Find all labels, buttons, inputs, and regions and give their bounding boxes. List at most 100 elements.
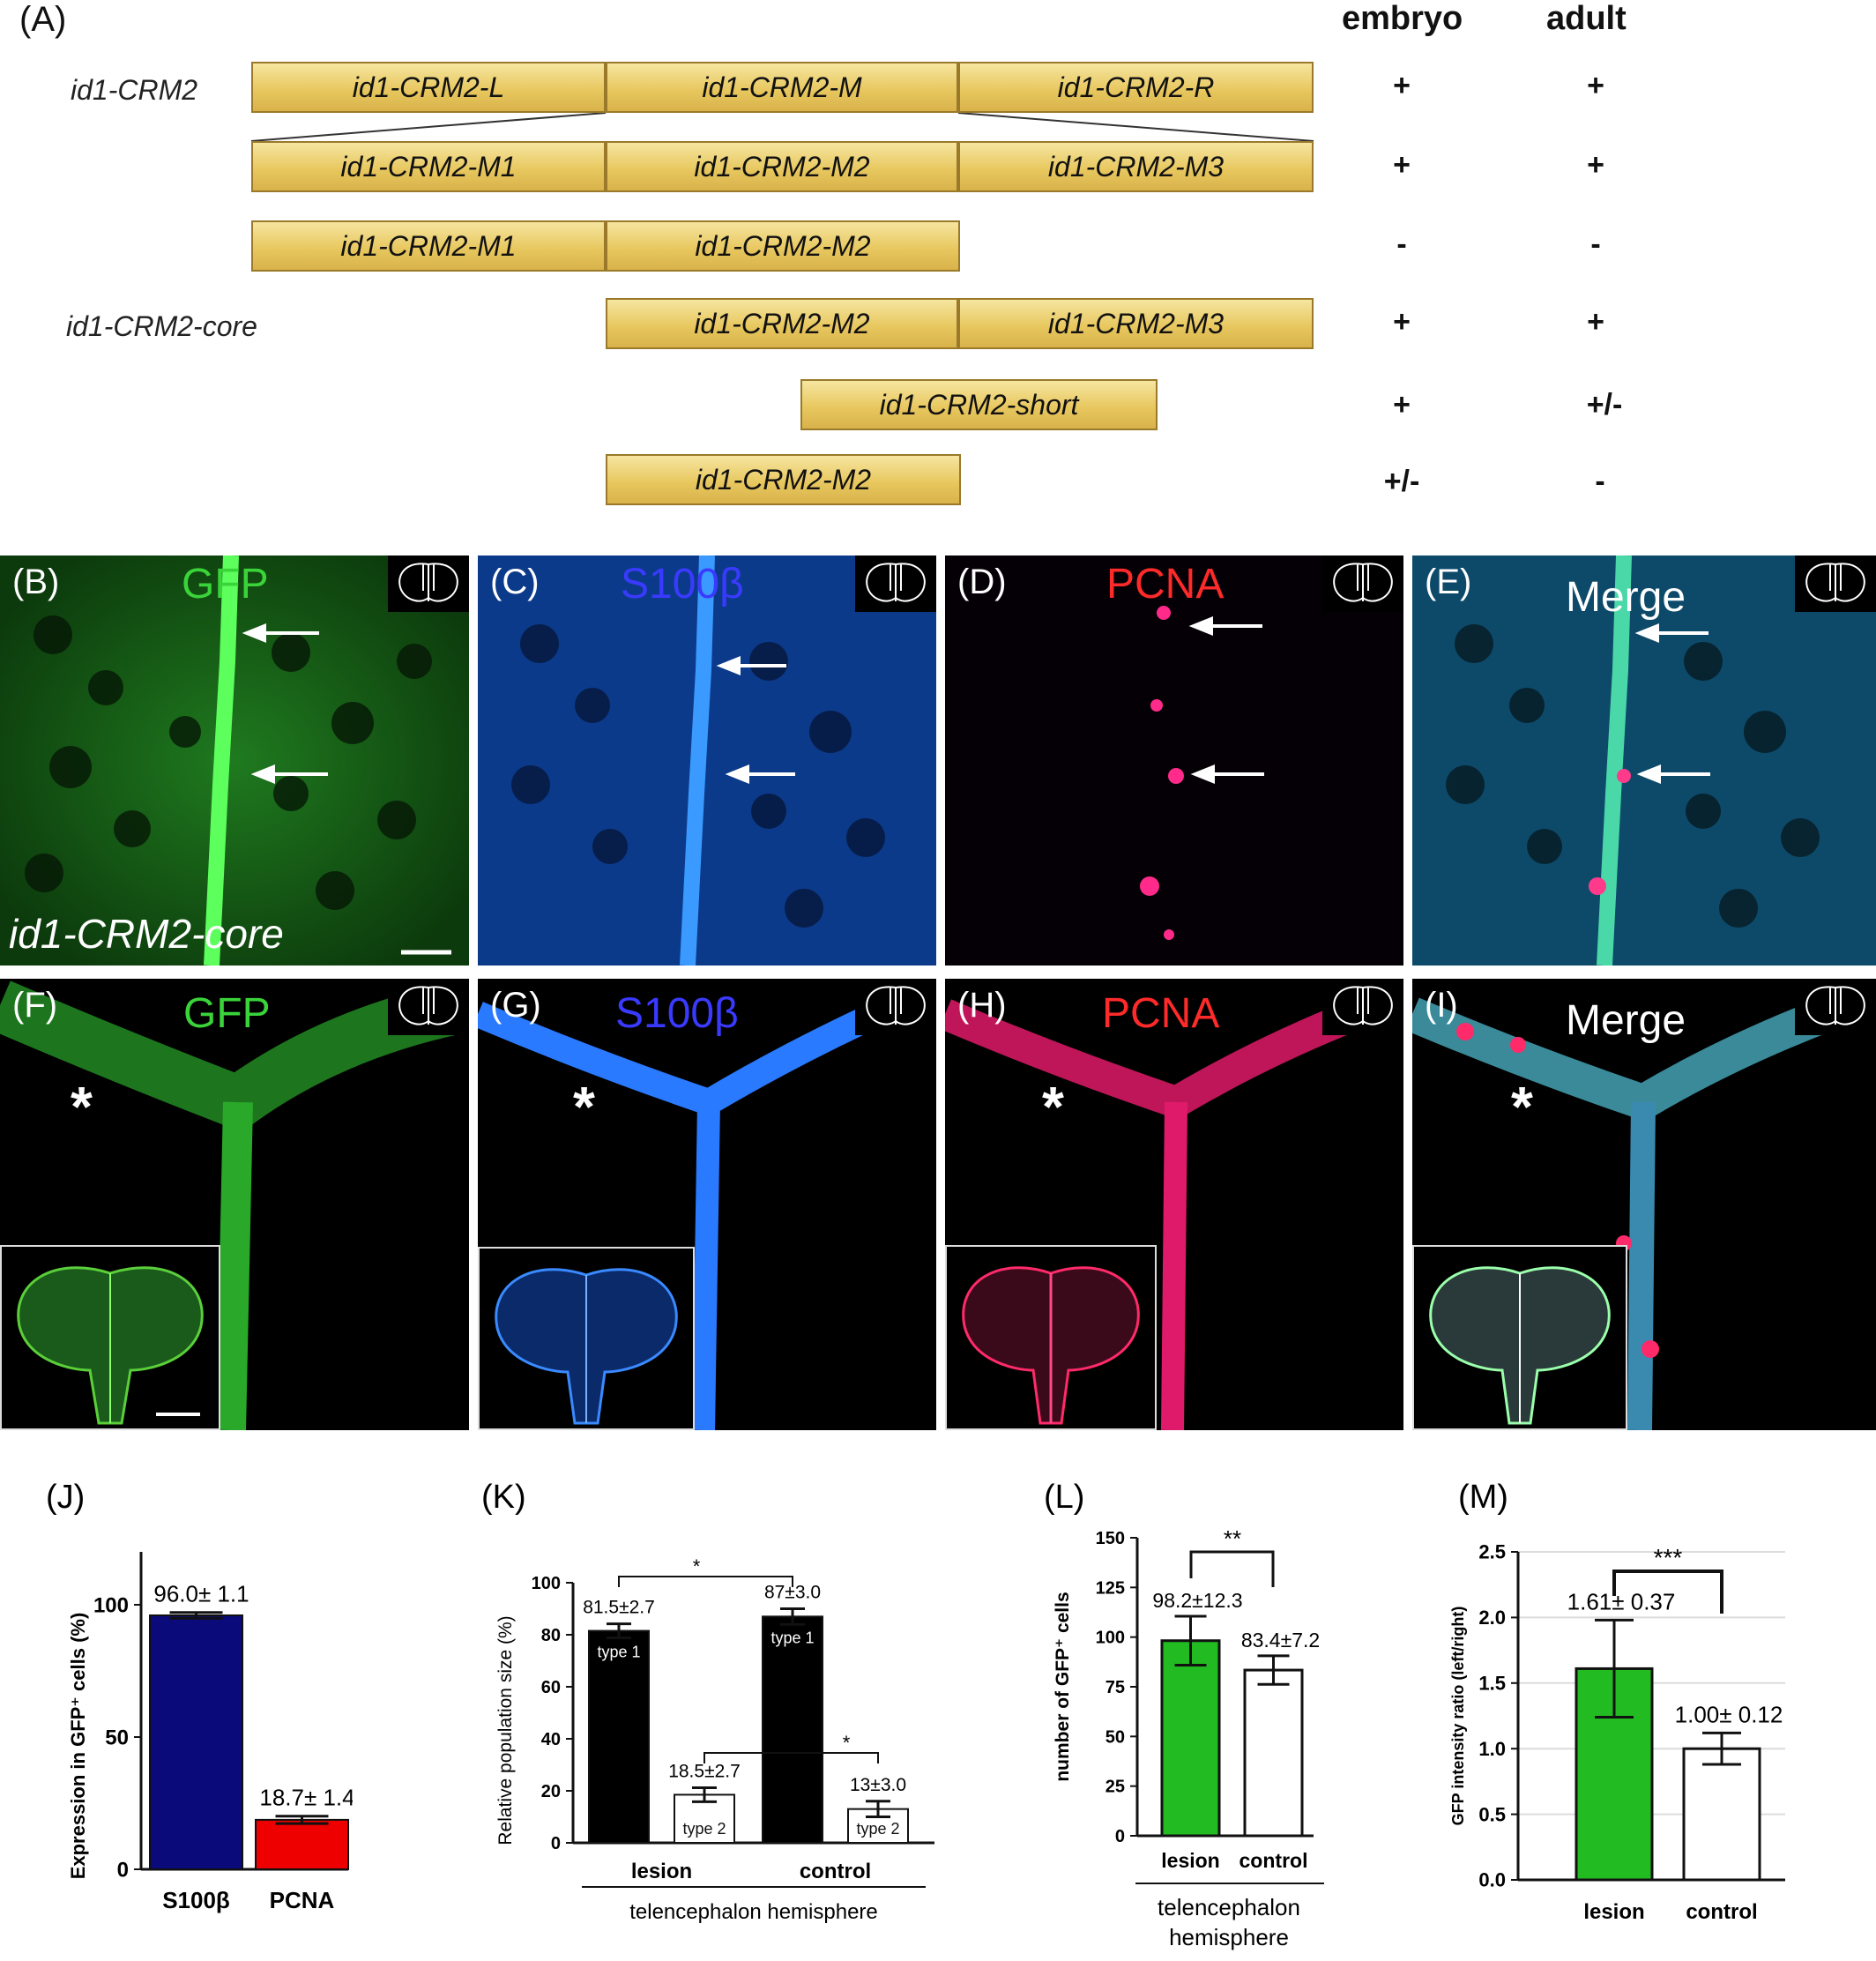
- row6-adult-mark: -: [1595, 465, 1605, 498]
- chart-k-series-label: type 1: [597, 1644, 640, 1661]
- lesion-asterisk: *: [573, 1075, 595, 1138]
- brain-section-icon: [388, 555, 469, 612]
- chart-k-series-label: type 1: [770, 1629, 814, 1646]
- chart-m-bar: [1682, 1747, 1761, 1882]
- chart-k-value-label: 81.5±2.7: [583, 1598, 655, 1618]
- brain-inset-gfp: [0, 1245, 220, 1430]
- chart-l-y-tick-label: 50: [1106, 1727, 1125, 1747]
- chart-m-sig-mark: ***: [1654, 1544, 1683, 1571]
- lesion-asterisk: *: [1042, 1075, 1064, 1138]
- brain-section-icon: [1795, 979, 1876, 1035]
- chart-k-y-tick-label: 80: [541, 1626, 561, 1645]
- brain-section-icon: [1322, 979, 1403, 1035]
- chart-l-svg: (L) number of GFP⁺ cells 0 25 50 75 100 125 150 9…: [1044, 1479, 1324, 1950]
- chart-l-xlabel-line1: telencephalon: [1158, 1894, 1300, 1920]
- chart-m-sig-bracket: [1612, 1570, 1723, 1614]
- chart-k-group-label: lesion: [631, 1860, 692, 1883]
- chart-l-category-label: control: [1240, 1849, 1308, 1872]
- chart-l-ylabel: number of GFP⁺ cells: [1053, 1592, 1073, 1781]
- brain-inset-merge: [1412, 1245, 1627, 1430]
- segment-crm2-r: id1-CRM2-R: [958, 62, 1314, 113]
- gfp-channel-label: GFP: [183, 990, 271, 1037]
- chart-m-y-tick-label: 2.0: [1478, 1607, 1506, 1629]
- chart-j-ylabel: Expression in GFP⁺ cells (%): [67, 1613, 89, 1880]
- chart-l-y-tick-label: 150: [1096, 1529, 1125, 1548]
- brain-section-icon: [855, 979, 936, 1035]
- chart-k-series-label: type 2: [682, 1820, 726, 1838]
- chart-k-y-tick-label: 0: [551, 1834, 561, 1853]
- chart-m-value-label: 1.00± 0.12: [1675, 1701, 1783, 1727]
- chart-k-y-tick-label: 40: [541, 1730, 561, 1749]
- chart-l-bar: [1160, 1639, 1221, 1838]
- chart-k-value-label: 87±3.0: [764, 1583, 821, 1603]
- segment-crm2-l: id1-CRM2-L: [251, 62, 606, 113]
- chart-l-y-tick-label: 125: [1096, 1578, 1125, 1598]
- panel-m-label: (M): [1458, 1479, 1508, 1516]
- pcna-channel-label: PCNA: [1106, 561, 1225, 608]
- pcna-channel-label: PCNA: [1102, 990, 1220, 1037]
- merge-channel-label: Merge: [1566, 574, 1686, 621]
- segment-crm2-short: id1-CRM2-short: [800, 379, 1158, 430]
- chart-k-ylabel: Relative population size (%): [495, 1615, 516, 1845]
- row-label-crm2: id1-CRM2: [71, 74, 198, 106]
- micrograph-b-image: [0, 555, 469, 966]
- micrograph-e-image: [1412, 555, 1876, 966]
- chart-l-xlabel-line2: hemisphere: [1169, 1924, 1289, 1950]
- chart-k: (K) Relative population size (%) 0 20 40 60 80…: [476, 1464, 952, 1957]
- micrograph-d-pcna: (D) PCNA: [945, 555, 1403, 966]
- chart-j-category-label: S100β: [162, 1887, 230, 1913]
- panel-d-label: (D): [957, 563, 1007, 601]
- chart-l-sig-bracket: [1189, 1550, 1275, 1587]
- chart-k-sig-mark: *: [843, 1732, 851, 1754]
- chart-j-category-label: PCNA: [270, 1887, 335, 1913]
- brain-section-icon: [1322, 555, 1403, 612]
- panel-h-label: (H): [957, 986, 1007, 1025]
- chart-j-bar: [149, 1614, 243, 1870]
- chart-j-value-label: 96.0± 1.1: [153, 1581, 249, 1607]
- chart-k-sig-bracket: [618, 1576, 793, 1587]
- chart-j-y-tick-label: 50: [105, 1726, 129, 1749]
- panel-a-label: (A): [19, 0, 67, 39]
- brain-section-icon: [388, 979, 469, 1035]
- micrograph-c-image: [478, 555, 936, 966]
- segment-crm2-m: id1-CRM2-M: [606, 62, 958, 113]
- chart-m-y-tick-label: 1.5: [1478, 1673, 1506, 1695]
- chart-l-y-tick-label: 25: [1106, 1778, 1125, 1797]
- segment-crm2-m3: id1-CRM2-M3: [958, 141, 1314, 192]
- chart-k-y-tick-label: 20: [541, 1782, 561, 1801]
- panel-l-label: (L): [1044, 1479, 1084, 1516]
- panel-g-label: (G): [490, 986, 541, 1025]
- chart-j-svg: (J) Expression in GFP⁺ cells (%) 0 50 100 96.…: [46, 1479, 355, 1913]
- row5-embryo-mark: +: [1393, 388, 1411, 421]
- construct-label: id1-CRM2-core: [9, 911, 284, 957]
- segment-crm2-m2: id1-CRM2-M2: [606, 298, 958, 349]
- panel-e-label: (E): [1425, 563, 1472, 601]
- micrograph-f-gfp: (F) GFP *: [0, 979, 469, 1430]
- chart-k-value-label: 18.5±2.7: [668, 1761, 741, 1781]
- panel-i-label: (I): [1425, 986, 1458, 1025]
- chart-l-sig-mark: **: [1224, 1525, 1241, 1552]
- chart-j: (J) Expression in GFP⁺ cells (%) 0 50 100 96.…: [0, 1464, 355, 1957]
- panel-k-label: (K): [481, 1479, 526, 1516]
- brain-inset-pcna: [945, 1245, 1157, 1430]
- chart-k-svg: (K) Relative population size (%) 0 20 40 60 80…: [481, 1479, 934, 1924]
- segment-crm2-m2: id1-CRM2-M2: [606, 220, 960, 272]
- chart-k-series-label: type 2: [856, 1820, 899, 1838]
- segment-crm2-m1: id1-CRM2-M1: [251, 141, 606, 192]
- adult-header: adult: [1546, 0, 1627, 37]
- chart-m-category-label: control: [1686, 1900, 1757, 1924]
- chart-k-y-tick-label: 60: [541, 1678, 561, 1697]
- chart-l-y-tick-label: 75: [1106, 1678, 1125, 1697]
- micrograph-h-pcna: (H) PCNA *: [945, 979, 1403, 1430]
- merge-channel-label: Merge: [1566, 997, 1686, 1044]
- chart-j-y-tick-label: 0: [117, 1858, 129, 1882]
- s100b-channel-label: S100β: [621, 561, 744, 608]
- gfp-channel-label: GFP: [182, 561, 269, 608]
- chart-m-ylabel: GFP intensity ratio (left/right): [1449, 1607, 1467, 1826]
- lesion-asterisk: *: [1511, 1075, 1533, 1138]
- chart-k-sig-mark: *: [693, 1555, 701, 1577]
- row6-embryo-mark: +/-: [1383, 465, 1420, 498]
- chart-m-y-tick-label: 0.5: [1478, 1803, 1506, 1825]
- s100b-channel-label: S100β: [615, 990, 739, 1037]
- row3-adult-mark: -: [1590, 227, 1601, 261]
